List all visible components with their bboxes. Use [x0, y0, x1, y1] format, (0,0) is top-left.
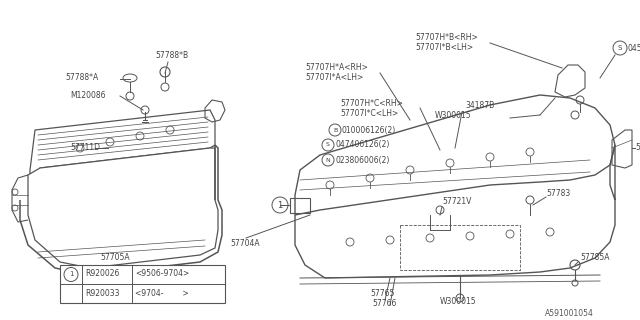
Polygon shape [28, 148, 218, 268]
Text: S: S [618, 45, 622, 51]
Text: 57705A: 57705A [100, 253, 130, 262]
Text: 57707I*B<LH>: 57707I*B<LH> [415, 44, 473, 52]
Text: W300015: W300015 [440, 298, 477, 307]
Text: 57765: 57765 [370, 289, 394, 298]
Text: R920033: R920033 [85, 289, 120, 298]
Text: 57788*B: 57788*B [155, 51, 188, 60]
Text: 57766: 57766 [372, 299, 396, 308]
Bar [290, 198, 310, 213]
Text: 57721V: 57721V [442, 197, 472, 206]
Text: 57704A: 57704A [230, 238, 260, 247]
Text: R920026: R920026 [85, 269, 120, 278]
Text: 57707H*C<RH>: 57707H*C<RH> [340, 99, 403, 108]
Text: 57711D: 57711D [70, 143, 100, 153]
Bar [400, 225, 520, 270]
Text: <9704-        >: <9704- > [135, 289, 189, 298]
Text: 1: 1 [277, 201, 283, 210]
Text: 57707I*C<LH>: 57707I*C<LH> [340, 108, 398, 117]
Text: A591001054: A591001054 [545, 308, 594, 317]
Text: 57767D: 57767D [635, 143, 640, 153]
Text: 57707H*B<RH>: 57707H*B<RH> [415, 34, 477, 43]
Text: W300015: W300015 [435, 110, 472, 119]
Text: B: B [333, 127, 337, 132]
Text: 1: 1 [68, 271, 73, 277]
Text: 57788*A: 57788*A [65, 74, 99, 83]
Polygon shape [295, 95, 615, 215]
Text: 57785A: 57785A [580, 253, 609, 262]
Text: M120086: M120086 [70, 91, 106, 100]
Text: 045105120(6): 045105120(6) [628, 44, 640, 52]
Text: 57783: 57783 [546, 188, 570, 197]
Text: 57707I*A<LH>: 57707I*A<LH> [305, 74, 364, 83]
Text: 010006126(2): 010006126(2) [342, 125, 396, 134]
Text: <9506-9704>: <9506-9704> [135, 269, 189, 278]
Text: 023806006(2): 023806006(2) [335, 156, 389, 164]
Text: 047406126(2): 047406126(2) [335, 140, 389, 149]
Text: 34187B: 34187B [465, 100, 494, 109]
Text: N: N [326, 157, 330, 163]
Text: 57707H*A<RH>: 57707H*A<RH> [305, 63, 368, 73]
Bar [60, 265, 225, 303]
Text: S: S [326, 142, 330, 148]
